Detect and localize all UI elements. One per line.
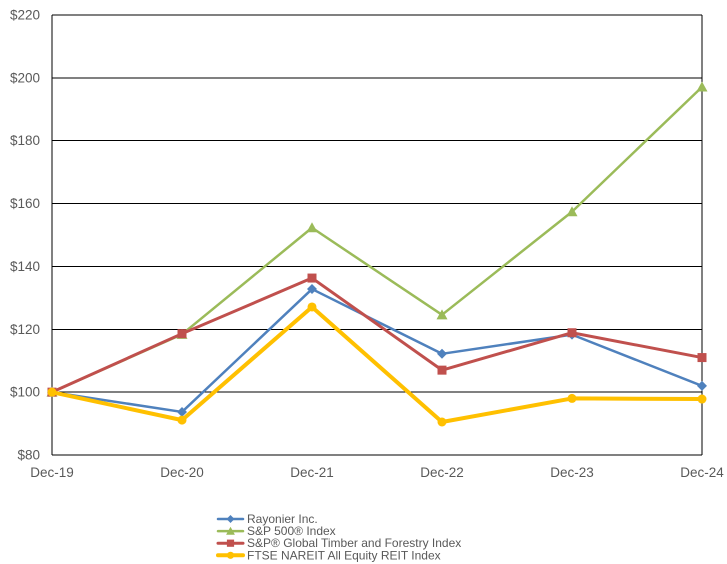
series-line: [50, 287, 704, 414]
series-line: [50, 276, 704, 394]
diamond-marker-icon: [226, 515, 235, 523]
triangle-marker-icon: [306, 222, 318, 233]
y-axis-tick-label: $220: [10, 8, 40, 23]
legend-item: S&P 500® Index: [216, 524, 336, 538]
circle-marker-icon: [226, 551, 235, 559]
square-marker-icon: [226, 539, 235, 547]
diamond-marker-icon: [437, 348, 447, 359]
square-marker-icon: [567, 328, 577, 338]
y-axis-tick-labels: $80 $100 $120 $140 $160 $180 $200 $220: [10, 8, 40, 463]
y-axis-tick-label: $160: [10, 196, 40, 211]
triangle-marker-icon: [696, 81, 708, 92]
circle-marker-icon: [307, 302, 317, 312]
triangle-marker-icon: [226, 526, 235, 535]
y-axis-tick-label: $200: [10, 70, 40, 85]
triangle-marker-icon: [436, 309, 448, 320]
square-marker-icon: [437, 365, 447, 375]
x-axis-tick-label: Dec-20: [160, 465, 204, 480]
diamond-marker-icon: [307, 284, 317, 295]
x-axis-tick-label: Dec-22: [420, 465, 464, 480]
series-4: [47, 302, 707, 427]
series-line: [50, 304, 704, 424]
legend-item-label: S&P® Global Timber and Forestry Index: [247, 536, 461, 550]
legend-item: FTSE NAREIT All Equity REIT Index: [216, 548, 441, 562]
circle-marker-icon: [47, 387, 57, 397]
diamond-marker-icon: [697, 380, 707, 391]
square-marker-icon: [697, 353, 707, 363]
square-marker-icon: [177, 329, 187, 339]
legend-item: S&P® Global Timber and Forestry Index: [216, 536, 461, 550]
legend-item-label: S&P 500® Index: [247, 524, 336, 538]
legend-item-label: Rayonier Inc.: [247, 512, 318, 526]
y-axis-tick-label: $120: [10, 322, 40, 337]
x-axis-tick-label: Dec-23: [550, 465, 594, 480]
x-axis-tick-labels: Dec-19 Dec-20 Dec-21 Dec-22 Dec-23 Dec-24: [30, 465, 724, 480]
circle-marker-icon: [177, 415, 187, 425]
x-axis-tick-label: Dec-19: [30, 465, 74, 480]
x-axis-tick-label: Dec-24: [680, 465, 724, 480]
y-axis-tick-label: $80: [17, 448, 40, 463]
x-axis-tick-label: Dec-21: [290, 465, 334, 480]
square-marker-icon: [307, 273, 317, 283]
circle-marker-icon: [567, 393, 577, 403]
y-axis-tick-label: $100: [10, 385, 40, 400]
legend-item: Rayonier Inc.: [216, 512, 318, 526]
legend-item-label: FTSE NAREIT All Equity REIT Index: [247, 548, 441, 562]
circle-marker-icon: [437, 417, 447, 427]
triangle-marker-icon: [566, 206, 578, 217]
y-axis-tick-label: $140: [10, 259, 40, 274]
y-axis-tick-label: $180: [10, 133, 40, 148]
diamond-marker-icon: [177, 406, 187, 417]
circle-marker-icon: [697, 394, 707, 404]
